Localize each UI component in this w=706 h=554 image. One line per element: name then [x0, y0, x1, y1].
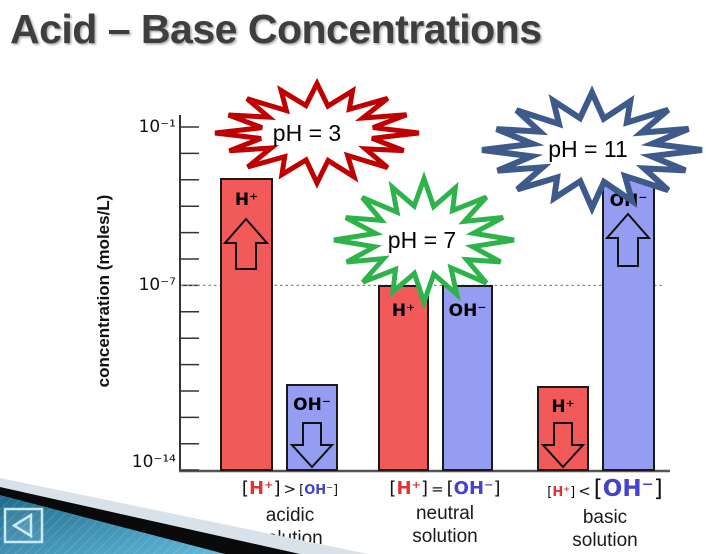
- h-plus-symbol: H⁺: [552, 485, 571, 500]
- bracket: ]: [421, 478, 429, 499]
- oh-minus-symbol: OH⁻: [602, 476, 654, 502]
- operator: =: [431, 480, 444, 498]
- bar-label: H⁺: [391, 301, 416, 321]
- bar-acidic-oh-minus: OH⁻: [286, 384, 338, 471]
- bar-basic-h-plus: H⁺: [537, 386, 589, 471]
- bar-label: OH⁻: [609, 191, 648, 211]
- page-title: Acid – Base Concentrations: [10, 6, 542, 52]
- h-plus-symbol: H⁺: [396, 478, 422, 499]
- ytick-label-1e-7: 10⁻⁷: [138, 275, 176, 295]
- bar-neutral-h-plus: H⁺: [378, 285, 429, 471]
- ytick-label-1e-14: 10⁻¹⁴: [131, 452, 176, 472]
- caption-acidic: [H⁺] > [OH⁻] acidic solution: [202, 476, 378, 550]
- bracket: ]: [653, 476, 663, 502]
- caption-line: neutral: [415, 503, 475, 524]
- bar-label: H⁺: [234, 190, 259, 210]
- caption-line: solution: [412, 526, 478, 547]
- caption-basic: [H⁺] < [OH⁻] basic solution: [517, 476, 693, 552]
- operator: <: [578, 482, 591, 500]
- ph11-label: pH = 11: [548, 136, 628, 162]
- bar-basic-oh-minus: OH⁻: [602, 179, 655, 471]
- bracket: [: [241, 478, 249, 499]
- caption-line: solution: [257, 528, 323, 549]
- relation-basic: [H⁺] < [OH⁻]: [517, 476, 693, 506]
- relation-neutral: [H⁺] = [OH⁻]: [357, 476, 533, 502]
- caption-line: acidic: [265, 505, 315, 526]
- y-axis-title: concentration (moles/L): [94, 194, 113, 388]
- bar-neutral-oh-minus: OH⁻: [442, 285, 493, 471]
- bar-label: OH⁻: [448, 301, 487, 321]
- y-axis-ticks: [181, 126, 199, 471]
- bar-label: OH⁻: [293, 395, 331, 415]
- oh-minus-symbol: OH⁻: [304, 483, 333, 498]
- caption-line: basic: [582, 507, 628, 528]
- bracket: [: [389, 478, 397, 499]
- caption-line: solution: [572, 530, 638, 551]
- bracket: [: [547, 485, 553, 500]
- h-plus-symbol: H⁺: [248, 478, 274, 499]
- relation-acidic: [H⁺] > [OH⁻]: [202, 476, 378, 504]
- bracket: [: [446, 478, 454, 499]
- bracket: ]: [333, 483, 339, 498]
- back-icon: [3, 507, 44, 544]
- bar-label: H⁺: [551, 397, 575, 417]
- ytick-label-1e-1: 10⁻¹: [138, 117, 176, 137]
- bar-acidic-h-plus: H⁺: [220, 178, 273, 471]
- back-button[interactable]: [3, 505, 45, 547]
- ph3-label: pH = 3: [272, 120, 342, 146]
- caption-neutral: [H⁺] = [OH⁻] neutral solution: [357, 476, 533, 548]
- ph7-label: pH = 7: [387, 227, 457, 253]
- bracket: ]: [493, 478, 501, 499]
- bracket: ]: [273, 478, 281, 499]
- operator: >: [283, 480, 297, 498]
- oh-minus-symbol: OH⁻: [453, 478, 494, 499]
- bracket: [: [593, 476, 603, 502]
- bracket: ]: [570, 485, 576, 500]
